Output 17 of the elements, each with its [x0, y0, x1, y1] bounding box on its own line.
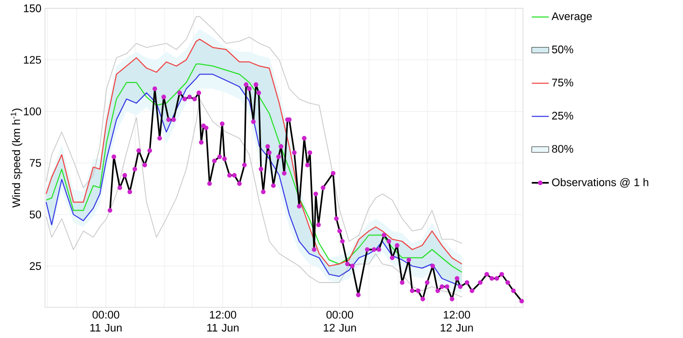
legend-label: Average	[552, 12, 592, 22]
x-tick-label: 00:00 12 Jun	[324, 310, 356, 332]
legend-label: 75%	[552, 78, 574, 86]
y-tick-label: 100	[24, 108, 42, 116]
x-tick-label: 12:00 12 Jun	[440, 310, 473, 332]
legend-label: 25%	[552, 112, 574, 120]
y-tick-label: 150	[24, 4, 42, 12]
x-tick-label: 12:00 11 Jun	[207, 310, 239, 332]
x-tick-label: 00:00 11 Jun	[90, 310, 122, 332]
y-tick-label: 25	[30, 262, 42, 270]
y-tick-label: 125	[24, 56, 42, 64]
legend-label: 80%	[552, 144, 574, 153]
y-tick-label: 50	[30, 210, 42, 218]
y-tick-label: 75	[30, 159, 42, 167]
legend-label: Observations @ 1 h	[552, 178, 648, 188]
y-axis-title: Wind speed (km h$^{-1}$)	[10, 108, 22, 208]
legend-label: 50%	[552, 46, 574, 54]
